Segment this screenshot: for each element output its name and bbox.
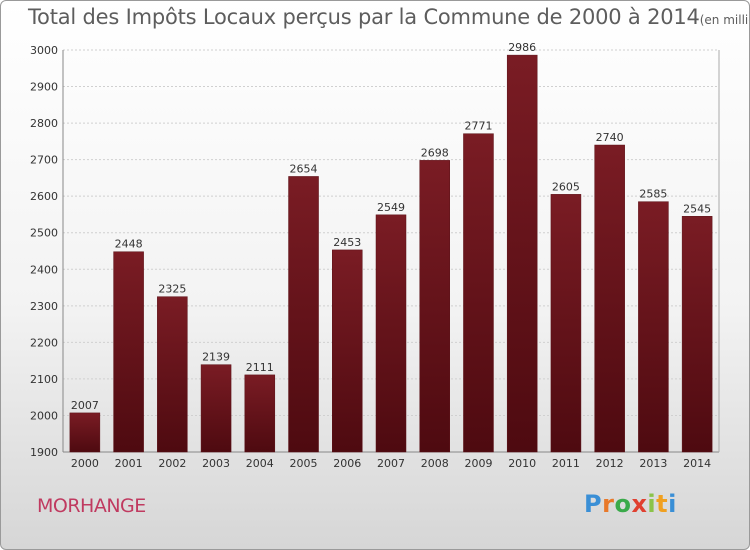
x-tick-label: 2004	[246, 457, 274, 470]
data-labels: 2007 2448 2325 2139 2111 2654 2453 2549 2698 2771…	[71, 41, 711, 412]
x-tick-label: 2011	[552, 457, 580, 470]
logo-letter: r	[602, 490, 615, 518]
bar-2000	[69, 412, 101, 453]
x-tick-label: 2012	[596, 457, 624, 470]
data-label-2005: 2654	[290, 162, 318, 175]
y-tick-label: 2800	[30, 117, 58, 130]
logo-letter: P	[584, 490, 603, 518]
tick-labels: 1900 2000 2100 2200 2300 2400 2500 2600 2700 2800…	[30, 44, 711, 470]
logo-letter: i	[668, 490, 677, 518]
data-label-2006: 2453	[333, 236, 361, 249]
x-tick-label: 2008	[421, 457, 449, 470]
logo-letter: i	[647, 490, 657, 518]
bar-2001	[113, 251, 144, 453]
y-tick-label: 2000	[30, 409, 58, 422]
bars	[69, 54, 713, 453]
bar-2007	[375, 214, 407, 453]
data-label-2002: 2325	[158, 283, 186, 296]
data-label-2014: 2545	[683, 202, 711, 215]
logo-letter: o	[614, 490, 632, 518]
logo-letter: x	[631, 490, 648, 518]
y-tick-label: 2500	[30, 227, 58, 240]
x-tick-label: 2013	[639, 457, 667, 470]
x-tick-label: 2000	[71, 457, 99, 470]
x-tick-label: 2005	[290, 457, 318, 470]
chart-title-text: Total des Impôts Locaux perçus par la Co…	[28, 5, 700, 29]
x-tick-label: 2009	[464, 457, 492, 470]
bar-2013	[638, 201, 669, 453]
chart-unit: (en milliers d'€)	[699, 13, 749, 27]
bar-2003	[200, 364, 232, 453]
bar-2008	[419, 160, 450, 453]
x-tick-label: 2010	[508, 457, 536, 470]
bar-2014	[681, 216, 713, 453]
data-label-2007: 2549	[377, 201, 405, 214]
data-label-2013: 2585	[639, 188, 667, 201]
data-label-2012: 2740	[596, 131, 624, 144]
y-tick-label: 2100	[30, 373, 58, 386]
x-tick-label: 2003	[202, 457, 230, 470]
bar-2010	[506, 54, 538, 453]
y-tick-label: 2300	[30, 300, 58, 313]
data-label-2001: 2448	[115, 238, 143, 251]
bar-2004	[244, 374, 276, 453]
y-tick-label: 3000	[30, 44, 58, 57]
y-tick-label: 2200	[30, 336, 58, 349]
bar-2011	[550, 194, 582, 453]
x-tick-label: 2007	[377, 457, 405, 470]
x-tick-label: 2002	[158, 457, 186, 470]
x-tick-label: 2014	[683, 457, 711, 470]
chart-title: Total des Impôts Locaux perçus par la Co…	[28, 5, 749, 29]
bar-2005	[288, 176, 319, 453]
bar-2009	[463, 133, 494, 453]
data-label-2003: 2139	[202, 351, 230, 364]
bar-2006	[332, 249, 363, 453]
bar-2002	[157, 296, 188, 453]
bar-2012	[594, 144, 625, 453]
data-label-2008: 2698	[421, 146, 449, 159]
commune-name: MORHANGE	[37, 495, 146, 517]
data-label-2010: 2986	[508, 41, 536, 54]
y-tick-label: 1900	[30, 446, 58, 459]
x-tick-label: 2006	[333, 457, 361, 470]
data-label-2009: 2771	[464, 120, 492, 133]
proxiti-logo[interactable]: Proxiti	[584, 490, 677, 518]
data-label-2011: 2605	[552, 180, 580, 193]
data-label-2000: 2007	[71, 399, 99, 412]
y-tick-label: 2400	[30, 263, 58, 276]
y-tick-label: 2700	[30, 154, 58, 167]
data-label-2004: 2111	[246, 361, 274, 374]
y-tick-label: 2900	[30, 81, 58, 94]
y-tick-label: 2600	[30, 190, 58, 203]
x-tick-label: 2001	[115, 457, 143, 470]
logo-letter: t	[656, 490, 669, 518]
